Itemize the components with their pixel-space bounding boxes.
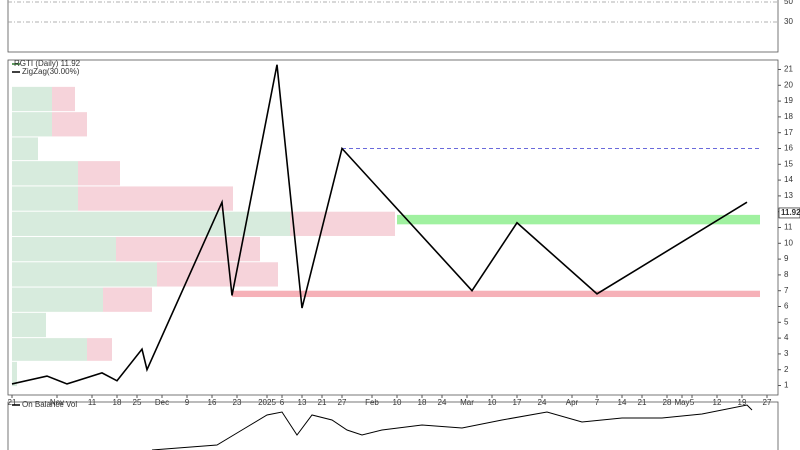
x-tick-label: 11: [88, 398, 97, 407]
y-tick-label: 6: [784, 302, 789, 311]
y-tick-label: 16: [784, 144, 793, 153]
volume-down-bar: [157, 262, 278, 287]
volume-up-bar: [12, 86, 52, 112]
x-tick-label: 17: [513, 398, 522, 407]
x-tick-label: 27: [338, 398, 347, 407]
obv-title: On Balance Vol: [22, 400, 77, 409]
x-tick-label: Nov: [50, 398, 64, 407]
y-tick-label: 18: [784, 112, 793, 121]
price-tag: 11.92: [781, 208, 800, 217]
x-tick-label: 21: [638, 398, 647, 407]
x-tick-label: 9: [185, 398, 190, 407]
support-band: [232, 290, 760, 298]
zigzag-line: [11, 64, 748, 385]
x-tick-label: 28: [663, 398, 672, 407]
y-tick-label: 21: [784, 65, 793, 74]
volume-down-bar: [78, 161, 120, 186]
x-tick-label: 12: [713, 398, 722, 407]
x-tick-label: 21: [318, 398, 327, 407]
x-tick-label: 25: [133, 398, 142, 407]
rsi-frame: [7, 0, 779, 53]
x-tick-label: 14: [618, 398, 627, 407]
x-tick-label: 19: [738, 398, 747, 407]
x-tick-label: 2025: [258, 398, 276, 407]
y-tick-label: 13: [784, 191, 793, 200]
rsi-tick-label: 30: [784, 17, 793, 26]
x-tick-label: Mar: [460, 398, 474, 407]
x-tick-label: Dec: [155, 398, 169, 407]
y-tick-label: 5: [784, 317, 789, 326]
y-tick-label: 20: [784, 80, 793, 89]
volume-up-bar: [12, 312, 46, 338]
x-tick-label: 7: [595, 398, 600, 407]
volume-up-bar: [12, 112, 52, 137]
y-tick-label: 4: [784, 333, 789, 342]
volume-up-bar: [12, 338, 87, 361]
y-tick-label: 14: [784, 175, 793, 184]
x-tick-label: 24: [438, 398, 447, 407]
y-tick-label: 17: [784, 128, 793, 137]
x-tick-label: 27: [763, 398, 772, 407]
x-tick-label: 16: [208, 398, 217, 407]
volume-down-bar: [78, 186, 233, 211]
y-tick-label: 7: [784, 286, 789, 295]
x-tick-label: Feb: [365, 398, 379, 407]
obv-line: [151, 404, 753, 450]
x-tick-label: Apr: [566, 398, 579, 407]
y-tick-label: 11: [784, 223, 793, 232]
plot-layer: 305012345678910111213141516171819202121N…: [8, 0, 800, 450]
x-tick-label: 21: [8, 398, 17, 407]
x-tick-label: 18: [418, 398, 427, 407]
volume-down-bar: [87, 338, 112, 361]
x-tick-label: 5: [690, 398, 695, 407]
x-tick-label: 23: [233, 398, 242, 407]
volume-up-bar: [12, 262, 157, 287]
rsi-tick-label: 50: [784, 0, 793, 6]
y-tick-label: 19: [784, 96, 793, 105]
y-tick-label: 15: [784, 159, 793, 168]
x-tick-label: 10: [393, 398, 402, 407]
volume-down-bar: [52, 112, 87, 137]
volume-up-bar: [12, 186, 78, 211]
x-tick-label: 18: [113, 398, 122, 407]
x-tick-label: May: [674, 398, 689, 407]
x-tick-label: 6: [280, 398, 285, 407]
volume-up-bar: [12, 161, 78, 186]
price-tag-box: [778, 207, 800, 219]
volume-down-bar: [52, 86, 75, 112]
y-tick-label: 10: [784, 238, 793, 247]
volume-up-bar: [12, 361, 17, 387]
y-tick-label: 8: [784, 270, 789, 279]
volume-up-bar: [12, 137, 38, 161]
support-band: [397, 214, 760, 225]
obv-frame: [7, 401, 779, 450]
volume-down-bar: [290, 211, 395, 236]
x-tick-label: 10: [488, 398, 497, 407]
y-tick-label: 9: [784, 254, 789, 263]
volume-up-bar: [12, 287, 103, 312]
chart-title: RGTI (Daily) 11.92: [14, 59, 81, 68]
legend-entry: ZigZag(30.00%): [22, 67, 80, 76]
x-tick-label: 13: [298, 398, 307, 407]
y-tick-label: 1: [784, 381, 789, 390]
volume-down-bar: [103, 287, 152, 312]
x-tick-label: 24: [538, 398, 547, 407]
y-tick-label: 2: [784, 365, 789, 374]
volume-down-bar: [116, 236, 260, 262]
volume-up-bar: [12, 236, 116, 262]
y-tick-label: 3: [784, 349, 789, 358]
